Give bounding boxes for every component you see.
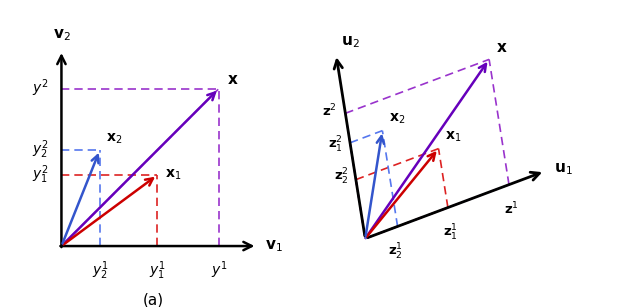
Text: $\mathbf{x}_2$: $\mathbf{x}_2$ — [106, 132, 122, 146]
Text: $\mathbf{x}$: $\mathbf{x}$ — [227, 72, 238, 87]
Text: $\mathbf{z}_1^1$: $\mathbf{z}_1^1$ — [443, 223, 458, 243]
Text: $y_2^2$: $y_2^2$ — [31, 139, 48, 161]
Text: $\mathbf{x}_1$: $\mathbf{x}_1$ — [445, 130, 461, 144]
Text: $\mathbf{v}_1$: $\mathbf{v}_1$ — [265, 238, 283, 254]
Text: $y_2^1$: $y_2^1$ — [92, 259, 108, 282]
Text: $\mathbf{z}_1^2$: $\mathbf{z}_1^2$ — [328, 135, 343, 155]
Text: $\mathbf{z}^2$: $\mathbf{z}^2$ — [322, 103, 337, 119]
Text: $y^2$: $y^2$ — [31, 78, 48, 99]
Text: $\mathbf{u}_1$: $\mathbf{u}_1$ — [554, 161, 573, 177]
Text: (a): (a) — [143, 293, 164, 307]
Text: $y_1^1$: $y_1^1$ — [149, 259, 166, 282]
Text: $\mathbf{z}_2^2$: $\mathbf{z}_2^2$ — [334, 167, 349, 187]
Text: $\mathbf{u}_2$: $\mathbf{u}_2$ — [340, 34, 359, 50]
Text: $\mathbf{x}$: $\mathbf{x}$ — [496, 40, 508, 55]
Text: $\mathbf{z}_2^1$: $\mathbf{z}_2^1$ — [388, 242, 403, 262]
Text: $\mathbf{x}_1$: $\mathbf{x}_1$ — [165, 168, 182, 182]
Text: $\mathbf{x}_2$: $\mathbf{x}_2$ — [389, 112, 405, 126]
Text: $y^1$: $y^1$ — [211, 259, 227, 281]
Text: $\mathbf{v}_2$: $\mathbf{v}_2$ — [52, 27, 70, 43]
Text: $y_1^2$: $y_1^2$ — [31, 164, 48, 186]
Text: $\mathbf{z}^1$: $\mathbf{z}^1$ — [504, 200, 518, 217]
